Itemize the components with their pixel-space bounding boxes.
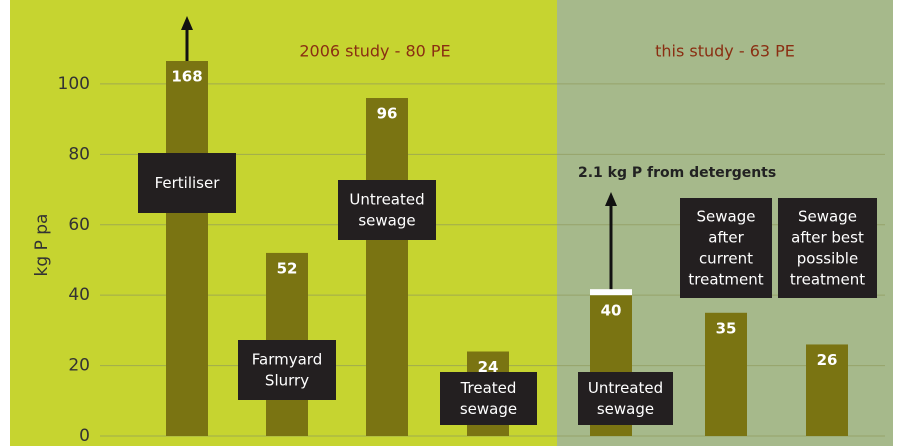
overflow-arrowhead — [181, 16, 193, 30]
category-line: Sewage — [697, 207, 756, 225]
category-line: possible — [797, 249, 858, 267]
category-box — [338, 180, 436, 240]
category-line: Farmyard — [252, 350, 322, 368]
category-line: Untreated — [349, 190, 424, 208]
y-tick-label: 40 — [68, 285, 90, 305]
category-line: current — [699, 249, 753, 267]
value-label: 24 — [478, 358, 499, 376]
panel-title: 2006 study - 80 PE — [299, 42, 450, 61]
y-tick-label: 60 — [68, 215, 90, 235]
annotation: 2.1 kg P from detergents — [578, 165, 776, 181]
y-tick-label: 0 — [79, 426, 90, 446]
category-line: Slurry — [265, 371, 309, 389]
panel-title: this study - 63 PE — [655, 42, 795, 61]
category-line: Fertiliser — [155, 174, 221, 192]
category-label: Fertiliser — [155, 174, 221, 192]
category-label: Sewage after best possible treatment — [790, 207, 865, 288]
category-box — [238, 340, 336, 400]
category-line: Untreated — [588, 379, 663, 397]
category-box — [440, 372, 537, 425]
category-line: Sewage — [798, 207, 857, 225]
annotation-arrowhead — [605, 192, 617, 206]
detergent-cap — [590, 289, 632, 296]
category-box — [578, 372, 673, 425]
category-line: after — [708, 228, 744, 246]
y-tick-label: 80 — [68, 144, 90, 164]
category-line: after best — [791, 228, 864, 246]
value-label: 40 — [601, 302, 622, 320]
category-box — [138, 153, 236, 213]
value-label: 26 — [817, 351, 838, 369]
value-label: 52 — [277, 259, 298, 277]
y-tick-label: 100 — [58, 74, 90, 94]
category-line: sewage — [460, 400, 517, 418]
category-box — [778, 198, 877, 298]
category-label: Untreated sewage — [349, 190, 424, 229]
category-line: treatment — [688, 270, 763, 288]
bar — [366, 98, 408, 436]
value-label: 96 — [377, 105, 398, 123]
y-tick-label: 20 — [68, 356, 90, 376]
value-label: 168 — [171, 68, 202, 86]
category-line: sewage — [597, 400, 654, 418]
category-box — [680, 198, 772, 298]
value-label: 35 — [716, 319, 737, 337]
category-line: Treated — [460, 379, 517, 397]
category-label: Farmyard Slurry — [252, 350, 322, 389]
bar — [705, 312, 747, 436]
category-line: sewage — [358, 211, 415, 229]
category-label: Sewage after current treatment — [688, 207, 763, 288]
bar — [166, 61, 208, 436]
category-label: Untreated sewage — [588, 379, 663, 418]
category-line: treatment — [790, 270, 865, 288]
y-axis-label: kg P pa — [32, 214, 52, 277]
category-label: Treated sewage — [460, 379, 518, 418]
bar — [806, 344, 848, 436]
